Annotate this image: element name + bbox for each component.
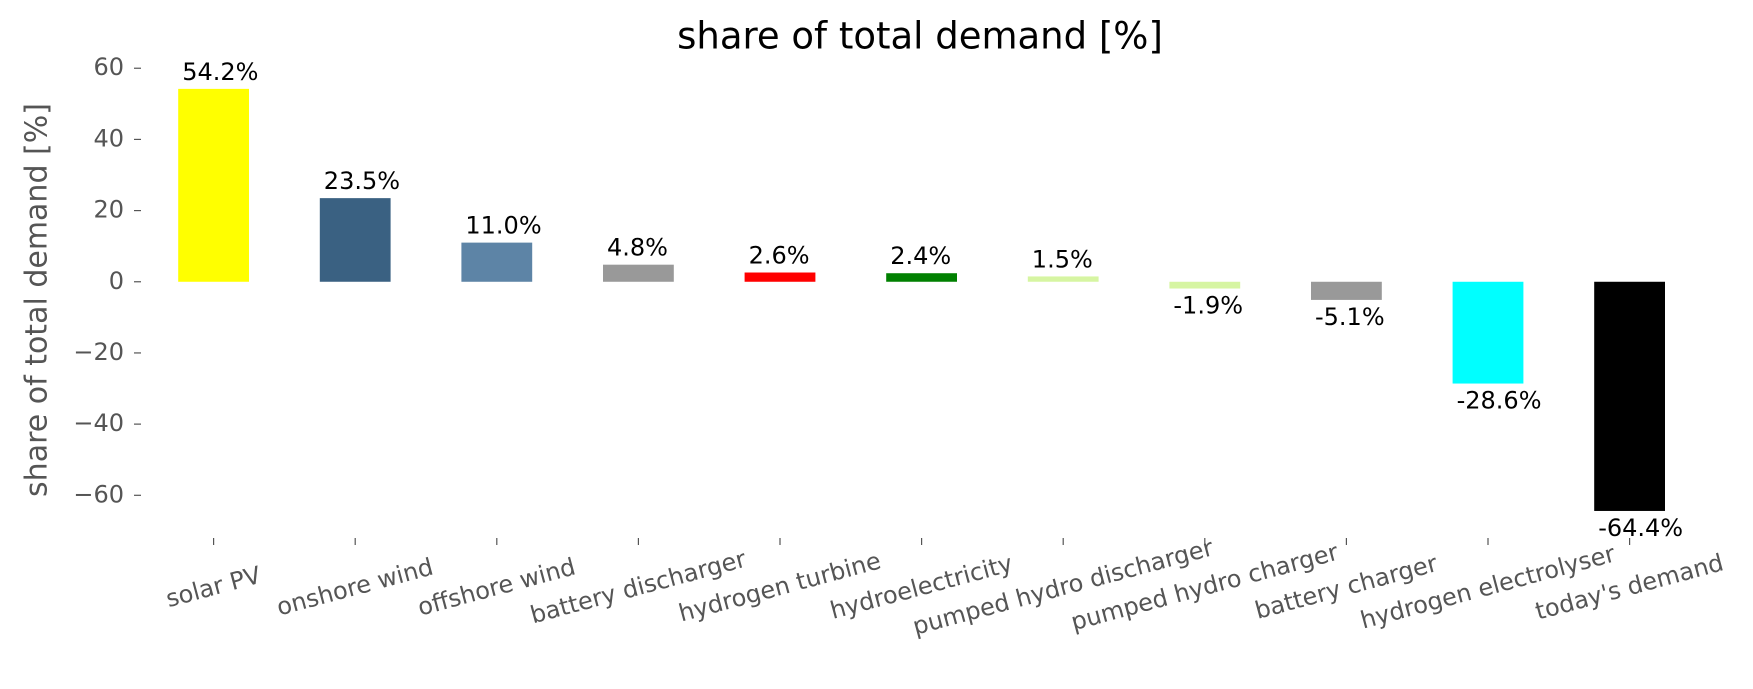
y-tick-label: 20 bbox=[93, 196, 124, 224]
bar bbox=[319, 198, 391, 282]
bar bbox=[886, 273, 957, 282]
y-tick-label: −60 bbox=[73, 480, 124, 508]
value-label: 11.0% bbox=[465, 212, 541, 240]
y-tick-label: 60 bbox=[93, 53, 124, 81]
bar bbox=[1027, 276, 1099, 282]
bar bbox=[744, 272, 816, 282]
bar bbox=[1452, 281, 1524, 384]
y-tick-label: 40 bbox=[93, 124, 124, 152]
value-label: 2.6% bbox=[749, 242, 810, 270]
value-label: -28.6% bbox=[1457, 387, 1542, 415]
y-axis-label: share of total demand [%] bbox=[20, 103, 55, 497]
value-label: -1.9% bbox=[1173, 292, 1243, 320]
x-tick-label: onshore wind bbox=[274, 553, 437, 622]
value-label: 54.2% bbox=[182, 58, 258, 86]
value-label: 1.5% bbox=[1032, 245, 1093, 273]
value-label: 2.4% bbox=[890, 242, 951, 270]
bar bbox=[603, 264, 674, 282]
value-label: -64.4% bbox=[1598, 514, 1683, 542]
y-tick-label: −20 bbox=[73, 338, 124, 366]
y-tick-label: 0 bbox=[109, 267, 124, 295]
bar bbox=[1169, 281, 1241, 289]
bar bbox=[1594, 281, 1665, 511]
bar bbox=[461, 242, 533, 282]
value-label: 4.8% bbox=[607, 234, 668, 262]
bar bbox=[178, 88, 249, 282]
bar bbox=[1311, 281, 1382, 300]
x-tick-label: solar PV bbox=[163, 561, 264, 613]
y-tick-label: −40 bbox=[73, 409, 124, 437]
value-label: 23.5% bbox=[324, 167, 400, 195]
value-label: -5.1% bbox=[1315, 303, 1385, 331]
chart-title: share of total demand [%] bbox=[677, 15, 1163, 58]
